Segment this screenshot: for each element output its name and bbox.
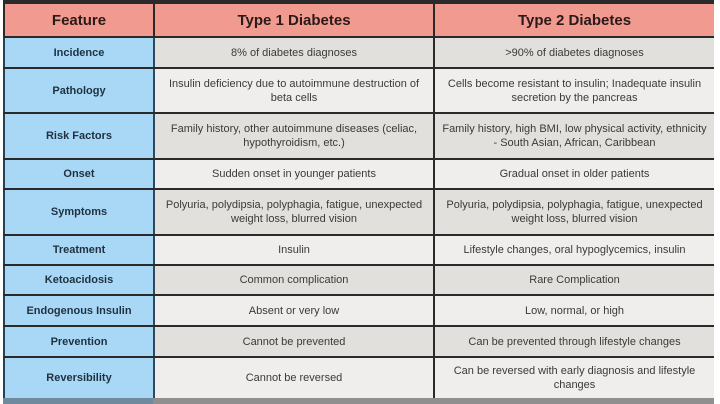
type2-cell: Cells become resistant to insulin; Inade… [433, 67, 716, 114]
feature-label: Treatment [3, 234, 155, 266]
feature-label: Onset [3, 158, 155, 190]
table-row-endogenous-insulin: Endogenous Insulin Absent or very low Lo… [3, 294, 716, 327]
type2-cell: Gradual onset in older patients [433, 158, 716, 190]
header-feature: Feature [3, 2, 155, 38]
feature-label: Pathology [3, 67, 155, 114]
type2-cell: Lifestyle changes, oral hypoglycemics, i… [433, 234, 716, 266]
feature-label: Endogenous Insulin [3, 294, 155, 327]
table-row-incidence: Incidence 8% of diabetes diagnoses >90% … [3, 36, 716, 69]
table-row-reversibility: Reversibility Cannot be reversed Can be … [3, 356, 716, 400]
table-row-symptoms: Symptoms Polyuria, polydipsia, polyphagi… [3, 188, 716, 236]
type2-cell: Family history, high BMI, low physical a… [433, 112, 716, 160]
type2-cell: Polyuria, polydipsia, polyphagia, fatigu… [433, 188, 716, 236]
type1-cell: Insulin [153, 234, 435, 266]
type2-cell: Can be reversed with early diagnosis and… [433, 356, 716, 400]
type1-cell: Insulin deficiency due to autoimmune des… [153, 67, 435, 114]
right-margin [714, 0, 720, 404]
type1-cell: Cannot be prevented [153, 325, 435, 358]
type1-cell: Family history, other autoimmune disease… [153, 112, 435, 160]
feature-label: Risk Factors [3, 112, 155, 160]
table-row-ketoacidosis: Ketoacidosis Common complication Rare Co… [3, 264, 716, 296]
type2-cell: Low, normal, or high [433, 294, 716, 327]
type1-cell: Absent or very low [153, 294, 435, 327]
type1-cell: Common complication [153, 264, 435, 296]
type1-cell: Polyuria, polydipsia, polyphagia, fatigu… [153, 188, 435, 236]
diabetes-comparison-table: Feature Type 1 Diabetes Type 2 Diabetes … [3, 2, 716, 400]
type2-cell: Rare Complication [433, 264, 716, 296]
feature-label: Ketoacidosis [3, 264, 155, 296]
feature-label: Symptoms [3, 188, 155, 236]
table-row-risk-factors: Risk Factors Family history, other autoi… [3, 112, 716, 160]
feature-label: Reversibility [3, 356, 155, 400]
feature-label: Prevention [3, 325, 155, 358]
header-row: Feature Type 1 Diabetes Type 2 Diabetes [3, 2, 716, 38]
header-type1: Type 1 Diabetes [153, 2, 435, 38]
type2-cell: >90% of diabetes diagnoses [433, 36, 716, 69]
feature-label: Incidence [3, 36, 155, 69]
type1-cell: Cannot be reversed [153, 356, 435, 400]
type2-cell: Can be prevented through lifestyle chang… [433, 325, 716, 358]
table-row-onset: Onset Sudden onset in younger patients G… [3, 158, 716, 190]
header-type2: Type 2 Diabetes [433, 2, 716, 38]
table-row-pathology: Pathology Insulin deficiency due to auto… [3, 67, 716, 114]
type1-cell: 8% of diabetes diagnoses [153, 36, 435, 69]
table-row-treatment: Treatment Insulin Lifestyle changes, ora… [3, 234, 716, 266]
table-bottom-band [3, 398, 714, 404]
comparison-table-container: Feature Type 1 Diabetes Type 2 Diabetes … [3, 0, 716, 404]
feature-column-bottom-band [3, 398, 153, 404]
type1-cell: Sudden onset in younger patients [153, 158, 435, 190]
table-row-prevention: Prevention Cannot be prevented Can be pr… [3, 325, 716, 358]
